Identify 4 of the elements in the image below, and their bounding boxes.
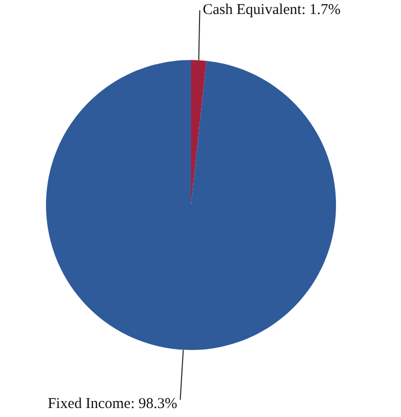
pie-slice [46,60,336,350]
slice-label: Cash Equivalent: 1.7% [202,2,341,18]
slice-label: Fixed Income: 98.3% [48,396,178,412]
pie-slice [191,60,206,205]
